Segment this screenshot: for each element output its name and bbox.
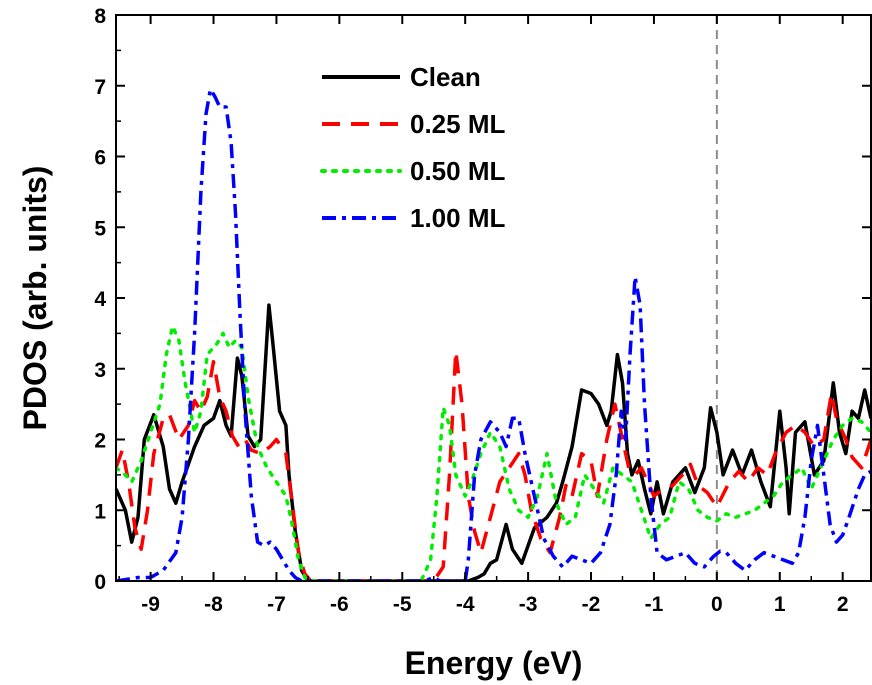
- x-tick-label: 1: [774, 593, 786, 616]
- plot-frame: [115, 14, 872, 582]
- x-tick-label: 0: [711, 593, 723, 616]
- series-group: [116, 87, 871, 581]
- x-tick-label: -6: [330, 593, 349, 616]
- legend-label-3: 1.00 ML: [410, 203, 505, 233]
- legend-label-2: 0.50 ML: [410, 156, 505, 186]
- axis-ticks: [116, 14, 871, 582]
- y-tick-label: 2: [94, 430, 106, 453]
- y-tick-label: 6: [94, 147, 106, 170]
- y-axis-title: PDOS (arb. units): [17, 166, 53, 431]
- x-tick-labels: -9 -8 -7 -6 -5 -4 -3 -2 -1 0 1 2: [141, 593, 848, 616]
- x-tick-label: -3: [519, 593, 538, 616]
- series-line-3: [116, 87, 871, 581]
- y-tick-label: 7: [94, 76, 106, 99]
- legend: Clean 0.25 ML 0.50 ML 1.00 ML: [320, 62, 505, 233]
- y-tick-label: 3: [94, 359, 106, 382]
- y-tick-label: 1: [94, 500, 106, 523]
- x-tick-label: -7: [267, 593, 286, 616]
- y-tick-label: 4: [94, 288, 106, 311]
- x-tick-label: 2: [837, 593, 849, 616]
- x-tick-label: -4: [456, 593, 475, 616]
- y-tick-label: 0: [94, 571, 106, 594]
- x-axis-title: Energy (eV): [405, 645, 583, 681]
- y-tick-label: 8: [94, 5, 106, 28]
- y-tick-labels: 0 1 2 3 4 5 6 7 8: [94, 5, 106, 594]
- x-tick-label: -8: [204, 593, 223, 616]
- legend-label-0: Clean: [410, 62, 481, 92]
- x-tick-label: -1: [645, 593, 664, 616]
- x-tick-label: -9: [141, 593, 160, 616]
- y-tick-label: 5: [94, 217, 106, 240]
- legend-label-1: 0.25 ML: [410, 109, 505, 139]
- x-tick-label: -5: [393, 593, 412, 616]
- x-tick-label: -2: [582, 593, 601, 616]
- series-line-0: [116, 303, 871, 581]
- series-line-1: [116, 349, 871, 581]
- series-line-2: [116, 324, 871, 581]
